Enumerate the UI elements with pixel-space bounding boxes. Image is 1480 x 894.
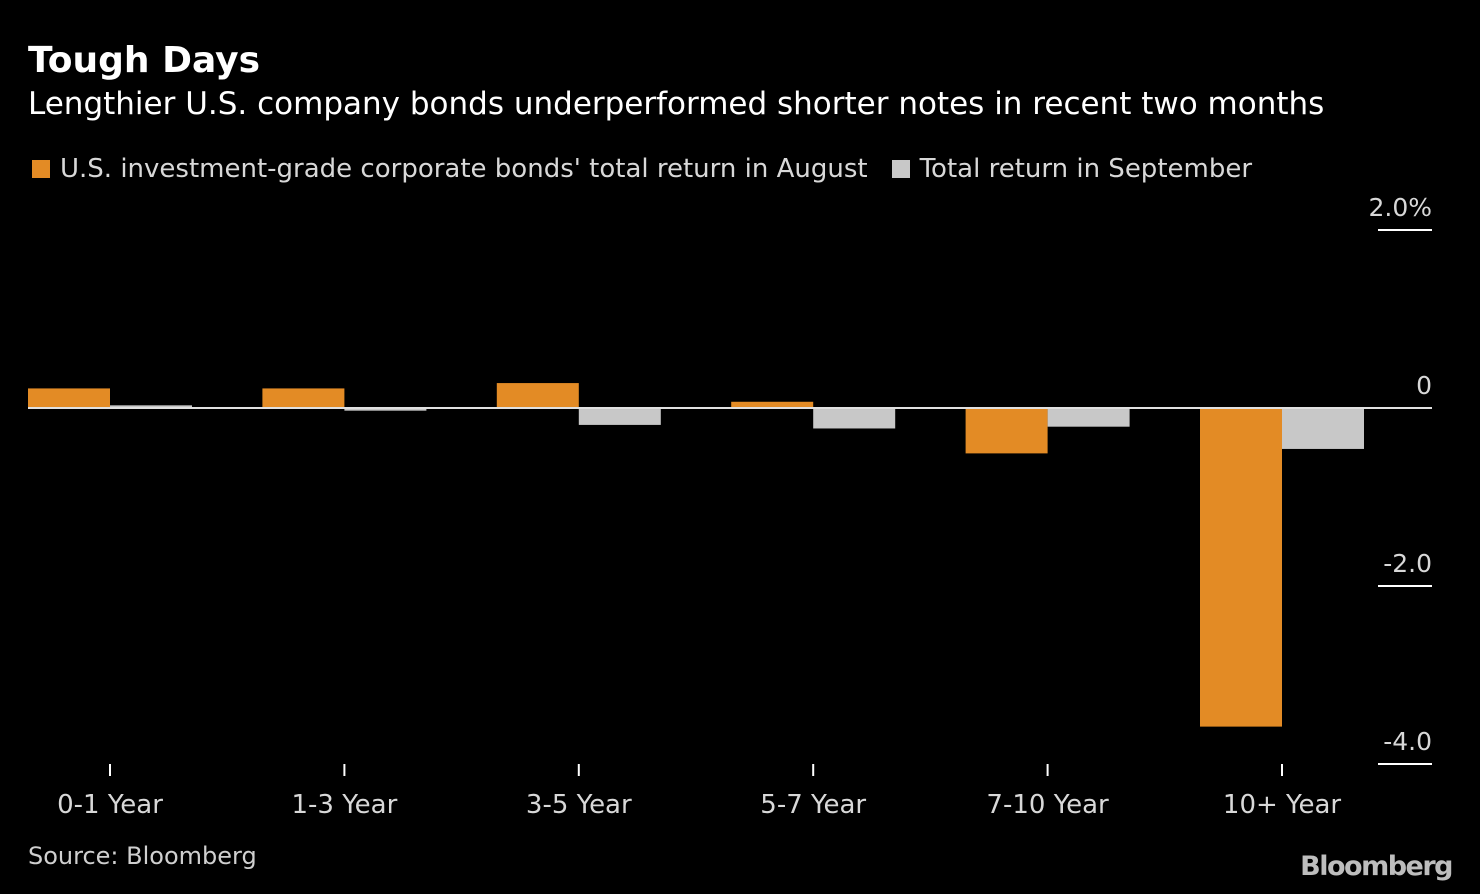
bar-september [1282, 408, 1364, 449]
legend-label-september: Total return in September [919, 154, 1253, 184]
legend-swatch-august [32, 160, 50, 178]
y-tick-label: -4.0 [1383, 727, 1432, 756]
legend-item-august: U.S. investment-grade corporate bonds' t… [32, 154, 868, 184]
y-tick-label: 2.0% [1368, 193, 1432, 222]
legend-label-august: U.S. investment-grade corporate bonds' t… [60, 154, 868, 184]
bar-september [813, 408, 896, 429]
legend-swatch-september [891, 160, 910, 178]
bar-august [731, 401, 814, 408]
bar-august [262, 388, 345, 408]
x-tick-label: 3-5 Year [526, 790, 632, 820]
bar-august [28, 388, 110, 408]
x-tick-label: 7-10 Year [986, 790, 1109, 820]
chart-title: Tough Days [28, 40, 261, 81]
bar-august [1200, 408, 1282, 727]
legend-item-september: Total return in September [891, 154, 1253, 184]
x-tick-label: 10+ Year [1223, 790, 1341, 820]
bar-september [344, 408, 427, 411]
bar-august [965, 408, 1048, 454]
legend: U.S. investment-grade corporate bonds' t… [32, 152, 1276, 186]
y-tick-label: 0 [1416, 371, 1432, 400]
bar-september [1047, 408, 1130, 427]
chart-subtitle: Lengthier U.S. company bonds underperfor… [28, 86, 1325, 122]
x-tick-label: 5-7 Year [760, 790, 866, 820]
x-tick-label: 0-1 Year [57, 790, 163, 820]
bar-september [578, 408, 661, 425]
bloomberg-logo: Bloomberg [1300, 851, 1453, 882]
bar-september [110, 405, 192, 408]
x-tick-label: 1-3 Year [292, 790, 398, 820]
source-note: Source: Bloomberg [28, 842, 257, 870]
bar-august [496, 383, 579, 408]
y-tick-label: -2.0 [1383, 549, 1432, 578]
